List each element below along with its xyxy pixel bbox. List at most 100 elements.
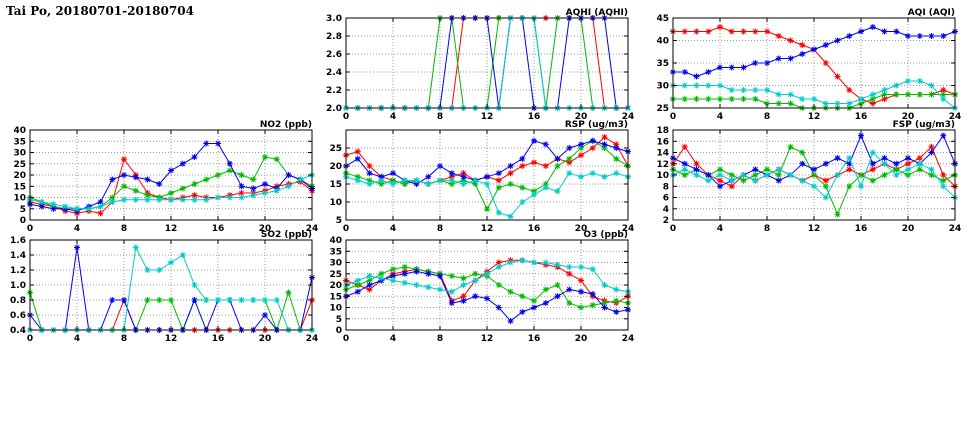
svg-text:24: 24 (622, 224, 635, 234)
svg-text:0: 0 (670, 112, 676, 122)
svg-text:0.6: 0.6 (10, 311, 26, 321)
chart-no2: 0 5 10 15 20 25 30 35 40 0 4 8 12 16 20 24 NO2 (ppb) (0, 118, 320, 236)
svg-text:24: 24 (306, 224, 319, 234)
svg-text:25: 25 (329, 144, 342, 154)
tick-marks (345, 239, 629, 331)
svg-text:0.4: 0.4 (10, 326, 26, 336)
chart-rsp: 5 10 15 20 25 0 4 8 12 16 20 24 RSP (ug/m3) (316, 118, 636, 236)
svg-text:14: 14 (656, 149, 669, 159)
svg-text:20: 20 (902, 112, 915, 122)
chart-canvas: 0.4 0.6 0.8 1.0 1.2 1.4 1.6 0 4 8 12 16 20 24 SO2 (ppb… (10, 230, 318, 344)
svg-text:4: 4 (717, 112, 723, 122)
chart-title: SO2 (ppb) (261, 230, 312, 240)
svg-text:15: 15 (329, 292, 342, 302)
tick-marks (345, 130, 629, 221)
chart-title: AQHI (AQHI) (566, 8, 628, 18)
svg-text:10: 10 (329, 198, 342, 208)
svg-text:40: 40 (656, 37, 669, 47)
svg-text:4: 4 (390, 112, 396, 122)
tick-marks (345, 17, 629, 109)
y-axis-labels: 0.4 0.6 0.8 1.0 1.2 1.4 1.6 (10, 236, 26, 336)
svg-text:25: 25 (656, 104, 669, 114)
series-markers-green (27, 154, 315, 212)
svg-text:12: 12 (165, 334, 178, 344)
svg-text:40: 40 (13, 126, 26, 136)
chart-title: O3 (ppb) (583, 230, 628, 240)
svg-text:12: 12 (656, 160, 669, 170)
svg-text:40: 40 (329, 236, 342, 246)
svg-text:16: 16 (528, 224, 541, 234)
chart-title: NO2 (ppb) (260, 120, 312, 130)
svg-text:1.4: 1.4 (10, 251, 26, 261)
grid-lines (345, 239, 629, 331)
svg-text:4: 4 (390, 334, 396, 344)
svg-text:20: 20 (575, 334, 588, 344)
svg-text:16: 16 (528, 334, 541, 344)
svg-text:24: 24 (949, 224, 962, 234)
svg-text:20: 20 (575, 112, 588, 122)
svg-text:5: 5 (336, 315, 342, 325)
svg-text:0: 0 (27, 334, 33, 344)
svg-text:12: 12 (481, 334, 494, 344)
svg-text:20: 20 (13, 171, 26, 181)
svg-text:35: 35 (329, 247, 342, 257)
svg-text:10: 10 (13, 194, 26, 204)
svg-text:8: 8 (437, 334, 443, 344)
chart-aqi: 25 30 35 40 45 0 4 8 12 16 20 24 AQI (AQI) (643, 6, 963, 124)
svg-text:24: 24 (622, 334, 635, 344)
svg-text:8: 8 (437, 112, 443, 122)
svg-text:8: 8 (121, 334, 127, 344)
svg-text:2.4: 2.4 (326, 68, 342, 78)
grid-lines (29, 129, 313, 221)
svg-text:16: 16 (528, 112, 541, 122)
svg-text:5: 5 (336, 216, 342, 226)
svg-text:18: 18 (656, 126, 669, 136)
svg-text:12: 12 (808, 112, 821, 122)
svg-text:0: 0 (343, 224, 349, 234)
chart-title: FSP (ug/m3) (893, 120, 955, 130)
chart-title: RSP (ug/m3) (565, 120, 628, 130)
svg-text:4: 4 (717, 224, 723, 234)
svg-text:0: 0 (20, 216, 26, 226)
chart-fsp: 2 4 6 8 10 12 14 16 18 0 4 8 12 16 20 24 FSP (ug/m3) (643, 118, 963, 236)
chart-so2: 0.4 0.6 0.8 1.0 1.2 1.4 1.6 0 4 8 12 16 20 24 SO2 (ppb… (0, 228, 320, 346)
tick-marks (29, 239, 313, 331)
svg-text:25: 25 (13, 160, 26, 170)
svg-text:8: 8 (121, 224, 127, 234)
series-markers-blue (670, 24, 958, 80)
tick-marks (29, 129, 313, 221)
svg-text:8: 8 (437, 224, 443, 234)
x-axis-labels: 0 4 8 12 16 20 24 (343, 224, 634, 234)
svg-text:10: 10 (329, 304, 342, 314)
svg-text:35: 35 (13, 137, 26, 147)
svg-text:2.8: 2.8 (326, 32, 342, 42)
series-line-red (673, 26, 956, 105)
svg-text:4: 4 (74, 334, 80, 344)
svg-text:0: 0 (336, 326, 342, 336)
svg-text:2: 2 (663, 216, 669, 226)
svg-text:8: 8 (764, 224, 770, 234)
svg-text:24: 24 (622, 112, 635, 122)
svg-text:10: 10 (656, 171, 669, 181)
svg-text:30: 30 (656, 82, 669, 92)
svg-text:12: 12 (808, 224, 821, 234)
svg-text:20: 20 (902, 224, 915, 234)
svg-text:8: 8 (764, 112, 770, 122)
tick-marks (672, 129, 956, 221)
y-axis-labels: 5 10 15 20 25 (329, 144, 342, 226)
chart-canvas: 5 10 15 20 25 0 4 8 12 16 20 24 RSP (ug/m3) (329, 120, 634, 234)
svg-text:16: 16 (656, 137, 669, 147)
svg-text:1.2: 1.2 (10, 266, 26, 276)
grid-lines (345, 17, 629, 109)
svg-text:4: 4 (390, 224, 396, 234)
x-axis-labels: 0 4 8 12 16 20 24 (343, 334, 634, 344)
grid-lines (29, 239, 313, 331)
svg-text:30: 30 (329, 259, 342, 269)
svg-text:2.0: 2.0 (326, 104, 342, 114)
svg-text:6: 6 (663, 194, 669, 204)
